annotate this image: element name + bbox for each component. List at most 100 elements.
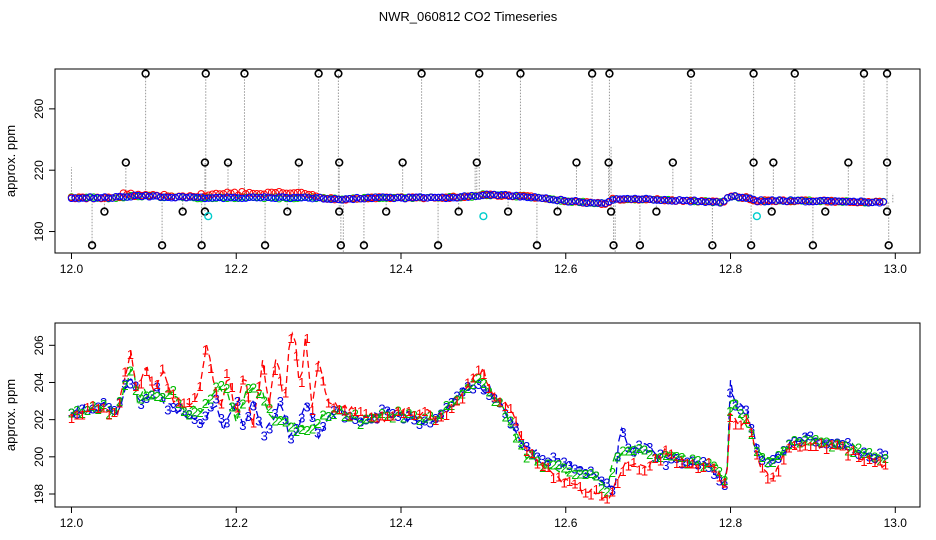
series-1-marker: 1 (475, 363, 482, 378)
series-3-marker: 3 (641, 442, 648, 457)
x-tick-label: 13.0 (884, 262, 908, 276)
series3-point (375, 193, 383, 202)
series3-point (772, 197, 780, 205)
series-3-marker: 3 (405, 408, 412, 423)
series-3-marker: 3 (603, 475, 610, 490)
series1-point (293, 188, 302, 197)
series-2-marker: 2 (229, 399, 236, 414)
series-2-marker: 2 (710, 458, 717, 473)
series-2-marker: 2 (652, 451, 659, 466)
series3-point (434, 193, 443, 202)
series3-point (508, 192, 517, 200)
series-2-marker: 2 (785, 437, 792, 452)
series-2-marker: 2 (657, 450, 664, 465)
series3-point (798, 196, 806, 205)
series3-point (805, 197, 813, 206)
series-1-marker: 1 (309, 403, 316, 418)
series3-point (824, 196, 832, 205)
y-tick-label: 204 (32, 372, 46, 392)
series-3-marker: 3 (668, 451, 675, 466)
series3-point (90, 194, 98, 203)
series-1-marker: 1 (293, 349, 300, 364)
series3-point (868, 198, 876, 207)
series-1-marker: 1 (79, 407, 86, 422)
series-2-marker: 2 (341, 409, 348, 424)
series3-point (193, 193, 202, 202)
series3-point (171, 193, 179, 202)
x-tick-label: 12.6 (554, 262, 578, 276)
series-1-marker: 1 (116, 396, 123, 411)
series3-point (178, 193, 187, 201)
series3-point (312, 194, 320, 202)
series3-point (445, 193, 454, 202)
series-2-marker: 2 (271, 413, 278, 428)
series-2-marker: 2 (427, 408, 434, 423)
x-tick-label: 12.6 (554, 516, 578, 530)
x-tick-label: 12.0 (60, 516, 84, 530)
series-3-marker: 3 (609, 483, 616, 498)
series-2-marker: 2 (180, 404, 187, 419)
series-3-marker: 3 (314, 426, 321, 441)
series3-point (612, 195, 621, 203)
series-3-marker: 3 (207, 399, 214, 414)
spike-point (749, 69, 758, 78)
series-3-marker: 3 (882, 448, 889, 463)
series3-point (586, 198, 595, 207)
series3-point (190, 193, 198, 201)
series-2-marker: 2 (550, 457, 557, 472)
series-2-marker: 2 (303, 423, 310, 438)
series1-point (271, 189, 280, 197)
series3-point (97, 194, 105, 202)
spike-point (604, 158, 613, 167)
series-1-marker: 1 (807, 439, 814, 454)
series-2-marker: 2 (753, 444, 760, 459)
series3-point (801, 198, 810, 206)
series-2-marker: 2 (743, 411, 750, 426)
series-2-marker: 2 (314, 416, 321, 431)
series-3-marker: 3 (684, 455, 691, 470)
series1-point (297, 188, 306, 197)
series-2-marker: 2 (255, 386, 262, 401)
series-1-marker: 1 (352, 404, 359, 419)
spike-point (587, 69, 597, 78)
series-2-marker: 2 (416, 413, 423, 428)
series3-point (616, 195, 624, 203)
series-2-marker: 2 (807, 434, 814, 449)
series-1-marker: 1 (373, 410, 380, 425)
series3-point (664, 196, 673, 205)
series-1-marker: 1 (668, 446, 675, 461)
series-2-marker: 2 (373, 410, 380, 425)
series-3-marker: 3 (523, 439, 530, 454)
series-3-marker: 3 (143, 391, 150, 406)
series-2-marker: 2 (566, 465, 573, 480)
series-3-marker: 3 (652, 451, 659, 466)
series-2-marker: 2 (678, 450, 685, 465)
series3-point (679, 196, 687, 205)
series-1-marker: 1 (743, 412, 750, 427)
spike-point (314, 69, 323, 78)
series-2-marker: 2 (866, 445, 873, 460)
series-3-marker: 3 (593, 469, 600, 484)
spike-point (532, 241, 542, 250)
series3-point (471, 192, 480, 201)
series3-point (108, 194, 116, 202)
series-2-marker: 2 (694, 453, 701, 468)
series-1-marker: 1 (137, 377, 144, 392)
series3-point (182, 194, 191, 202)
series-3-marker: 3 (496, 395, 503, 410)
series3-point (512, 191, 521, 200)
series-2-marker: 2 (560, 461, 567, 476)
series3-point (749, 195, 758, 204)
series-2-marker: 2 (111, 405, 118, 420)
series-1-marker: 1 (266, 395, 273, 410)
series-1-marker: 1 (502, 399, 509, 414)
series-3-marker: 3 (737, 402, 744, 417)
series3-point (342, 195, 350, 203)
series-1-marker: 1 (170, 387, 177, 402)
series-2-marker: 2 (855, 440, 862, 455)
series-3-marker: 3 (625, 441, 632, 456)
series-2-marker: 2 (202, 396, 209, 411)
spike-point (652, 207, 661, 216)
series3-point (382, 193, 391, 202)
series3-point (234, 194, 242, 202)
